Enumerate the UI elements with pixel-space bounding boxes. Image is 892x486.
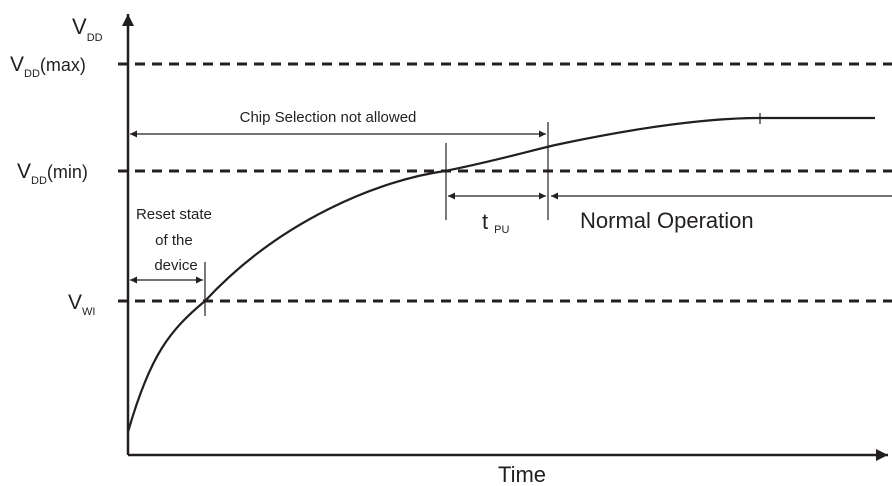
vdd-max-subscript: DD — [24, 68, 40, 80]
vwi-symbol: V — [68, 291, 82, 314]
reset-state-line-3: device — [154, 257, 197, 274]
chip-selection-label: Chip Selection not allowed — [240, 109, 417, 126]
tpu-subscript: PU — [494, 224, 509, 236]
vwi-label: VWI — [68, 291, 95, 318]
y-axis-title: VDD — [72, 14, 103, 44]
x-axis-title: Time — [498, 462, 546, 486]
vdd-min-symbol: V — [17, 160, 31, 183]
vwi-subscript: WI — [82, 306, 95, 318]
normal-operation-label: Normal Operation — [580, 208, 754, 233]
vdd-rise-curve — [126, 116, 875, 433]
vdd-min-suffix: (min) — [47, 162, 88, 182]
vdd-min-label: VDD(min) — [17, 160, 88, 187]
y-axis-subscript: DD — [87, 32, 103, 44]
vdd-max-label: VDD(max) — [10, 53, 86, 80]
vdd-min-subscript: DD — [31, 175, 47, 187]
tpu-label: t PU — [482, 209, 509, 236]
vdd-max-symbol: V — [10, 53, 24, 76]
tpu-symbol: t — [482, 209, 488, 234]
vdd-max-suffix: (max) — [40, 55, 86, 75]
reset-state-label: Reset state of the device — [136, 206, 216, 274]
reset-state-line-1: Reset state — [136, 206, 212, 223]
reset-state-line-2: of the — [155, 232, 193, 249]
y-axis-symbol: V — [72, 14, 87, 39]
